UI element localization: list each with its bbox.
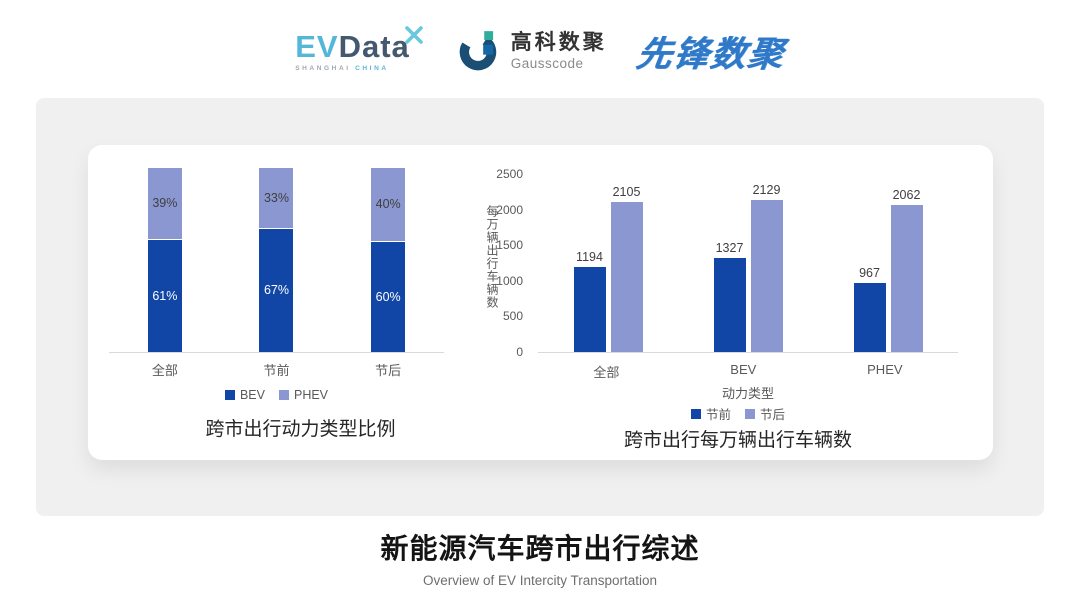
segment-label: 33% [263,190,289,205]
grouped-bar-plot: 1194 2105 1327 2129 967 2062 [538,174,958,353]
evdata-shanghai-text: SHANGHAI [295,64,351,72]
gausscode-cn-text: 高科数聚 [510,31,607,55]
y-tick-label: 0 [516,345,523,359]
category-label: PHEV [867,362,903,377]
evdata-china-text: CHINA [355,64,389,72]
logo-bar: EVData SHANGHAI CHINA 高科数聚 Gausscode [0,20,1080,82]
bar-column: 1194 [573,174,606,352]
legend-item-节后: 节后 [745,404,785,423]
bar-column: 2129 [750,174,783,352]
legend-label: PHEV [293,388,329,402]
y-tick-label: 2500 [496,167,523,181]
x-axis-label: 动力类型 [721,386,774,401]
category-label: BEV [730,362,757,377]
stacked-bar-legend: BEV PHEV [109,388,444,402]
bar-group-BEV: 1327 2129 [713,174,783,352]
legend-swatch [224,390,235,400]
stacked-bar: 33% 67% [259,168,294,352]
legend-swatch [745,408,755,419]
bar-节前 [573,267,606,352]
segment-label: 67% [263,283,289,298]
legend-label: BEV [239,388,265,402]
gausscode-text: 高科数聚 Gausscode [511,31,607,70]
segment-label: 39% [152,196,178,211]
category-label: 节后 [375,363,402,378]
chart-card: 39% 61% 33% 67% 40% 60% 全部 节前 节后 BEV PHEV 跨市出行动力… [88,145,993,460]
butterfly-x-icon [404,25,423,44]
stacked-bar-plot: 39% 61% 33% 67% 40% 60% [109,168,444,353]
gausscode-ring-icon [459,31,497,71]
legend-swatch [690,408,701,419]
bar-column: 2062 [890,174,923,352]
value-label: 2129 [752,183,781,197]
evdata-subtext: SHANGHAI CHINA [295,65,410,72]
bar-segment-phev: 33% [259,168,294,229]
right-chart-title: 跨市出行每万辆出行车辆数 [623,430,852,451]
legend-item-BEV: BEV [224,388,265,402]
segment-label: 40% [375,197,401,212]
value-label: 2105 [612,185,641,199]
left-chart-title: 跨市出行动力类型比例 [205,419,396,440]
bar-column: 1327 [713,174,746,352]
y-tick-label: 1500 [496,238,523,253]
value-label: 2062 [892,188,921,202]
legend-item-节前: 节前 [690,404,731,423]
bar-节前 [853,283,886,352]
xianfeng-logo: 先锋数聚 [634,26,787,77]
bar-column: 2105 [610,174,643,352]
gausscode-logo: 高科数聚 Gausscode [456,28,607,74]
segment-label: 60% [375,289,401,304]
y-tick-label: 500 [502,309,523,324]
gray-panel: 39% 61% 33% 67% 40% 60% 全部 节前 节后 BEV PHEV 跨市出行动力… [36,98,1044,516]
y-tick-label: 1000 [496,273,523,288]
page-subtitle: Overview of EV Intercity Transportation [422,573,658,588]
grouped-bar-categories: 全部 BEV PHEV [538,362,958,381]
bar-segment-phev: 39% [147,168,182,240]
bar-节前 [713,258,746,352]
value-label: 1194 [576,250,603,264]
bar-group-全部: 1194 2105 [573,174,643,352]
evdata-logo: EVData SHANGHAI CHINA [295,25,426,72]
category-label: 全部 [151,363,178,378]
legend-label: 节前 [705,408,731,422]
bar-节后 [610,202,643,352]
stacked-bar: 40% 60% [371,168,406,352]
bar-segment-bev: 60% [371,241,406,352]
bar-group-PHEV: 967 2062 [853,174,923,352]
segment-label: 61% [152,288,178,303]
y-axis-ticks: 0 500 1000 1500 2000 2500 [478,167,523,359]
bar-节后 [750,200,783,352]
category-label: 节前 [263,363,290,378]
bar-column: 967 [853,174,886,352]
value-label: 967 [859,266,880,280]
category-label: 全部 [593,365,620,380]
legend-item-PHEV: PHEV [278,388,329,402]
bar-节后 [890,205,923,352]
evdata-data-text: Data [338,28,410,64]
evdata-wordmark: EVData [295,25,423,64]
value-label: 1327 [715,241,744,255]
bar-segment-bev: 61% [147,239,182,352]
y-axis-label: 每万辆出行车辆数 [485,205,499,309]
stacked-bar: 39% 61% [147,168,182,352]
page-title: 新能源汽车跨市出行综述 [380,533,700,564]
stacked-bar-categories: 全部 节前 节后 [109,360,444,379]
xianfeng-text: 先锋数聚 [633,34,788,74]
y-tick-label: 2000 [496,202,523,217]
legend-label: 节后 [760,408,786,422]
evdata-ev-text: EV [295,28,339,64]
gausscode-en-text: Gausscode [510,55,584,71]
bar-segment-phev: 40% [371,168,406,242]
legend-swatch [278,390,289,400]
bar-segment-bev: 67% [259,228,294,352]
footer: 新能源汽车跨市出行综述 Overview of EV Intercity Tra… [0,527,1080,588]
grouped-bar-legend: 节前 节后 [528,404,948,423]
